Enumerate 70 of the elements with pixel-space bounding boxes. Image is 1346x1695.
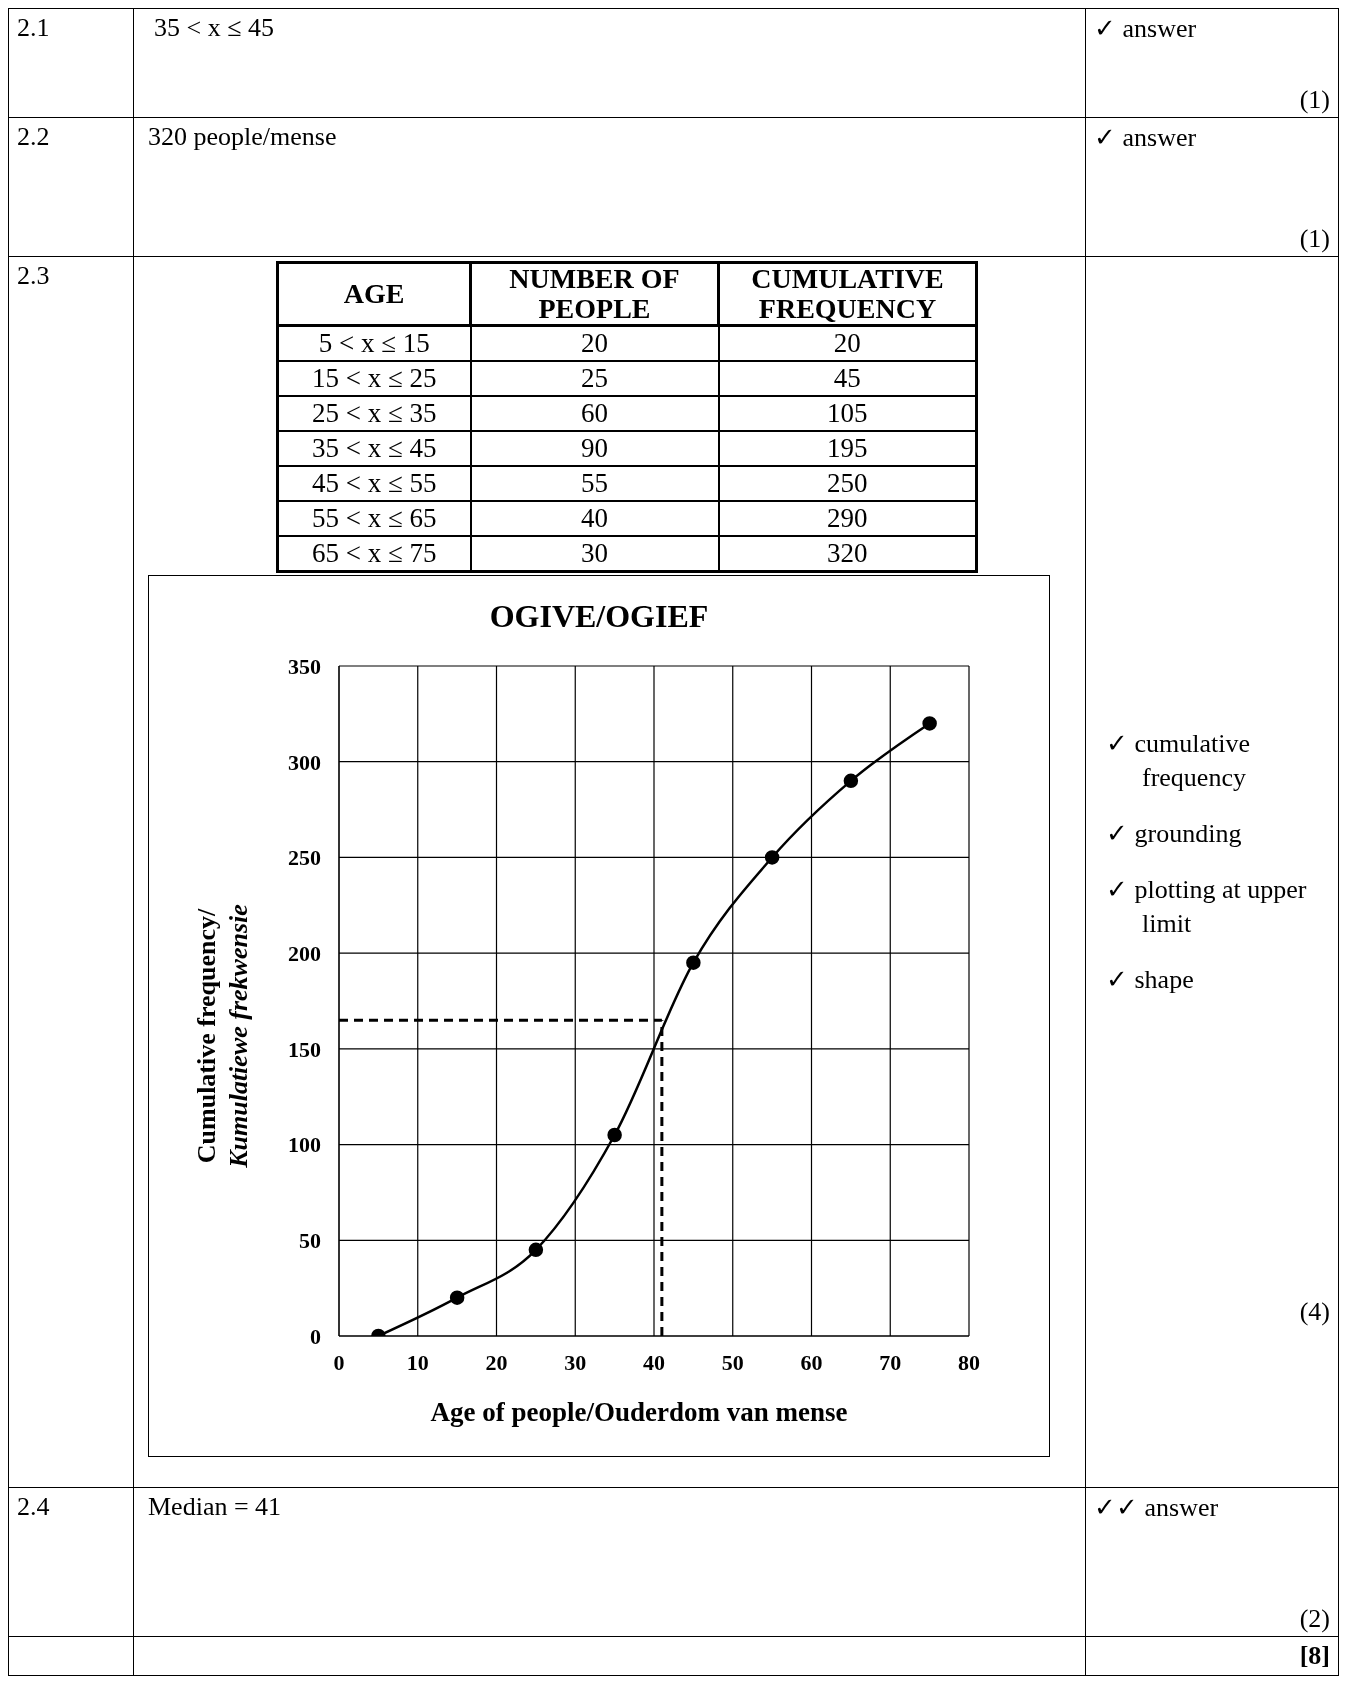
point <box>607 1127 622 1143</box>
y-tick-label: 350 <box>288 653 321 679</box>
text: 35 < x ≤ 45 <box>133 8 1086 118</box>
text: ✓✓ answer <box>1094 1492 1220 1523</box>
text: 25 <box>470 361 719 396</box>
y-tick-label: 50 <box>299 1228 321 1254</box>
text: 320 people/mense <box>133 117 1086 257</box>
text: 2.1 <box>8 8 134 118</box>
x-tick-label: 0 <box>333 1349 345 1375</box>
y-tick-label: 0 <box>310 1323 321 1349</box>
point <box>764 850 780 865</box>
text: ✓ plotting at upper limit <box>1106 874 1308 940</box>
text: ✓ answer <box>1094 13 1198 44</box>
y-axis-title: Cumulative frequency/Kumulatiewe frekwensie <box>192 904 253 1169</box>
text: 2.3 <box>8 256 134 1488</box>
text: AGE <box>277 262 471 326</box>
text: 25 < x ≤ 35 <box>277 396 471 431</box>
text: 2.4 <box>8 1487 134 1637</box>
text: CUMULATIVE FREQUENCY <box>718 262 977 326</box>
text: 105 <box>718 396 977 431</box>
point <box>686 955 701 970</box>
text: Median = 41 <box>133 1487 1086 1637</box>
x-tick-label: 50 <box>721 1349 744 1375</box>
text: 20 <box>470 325 719 361</box>
text: 35 < x ≤ 45 <box>277 431 471 466</box>
x-tick-label: 20 <box>485 1349 508 1375</box>
text: (4) <box>1299 1297 1330 1327</box>
text: ✓ answer <box>1094 122 1198 153</box>
y-tick-label: 200 <box>288 940 321 966</box>
text: NUMBER OF PEOPLE <box>470 262 719 326</box>
x-axis-title: Age of people/Ouderdom van mense <box>429 1397 849 1428</box>
y-tick-label: 100 <box>288 1132 321 1158</box>
text: [8] <box>1085 1636 1339 1676</box>
text: 290 <box>718 501 977 536</box>
text: (2) <box>1299 1604 1330 1634</box>
text: 90 <box>470 431 719 466</box>
x-tick-label: 40 <box>643 1349 665 1375</box>
text: 60 <box>470 396 719 431</box>
text: 195 <box>718 431 977 466</box>
text: 45 <box>718 361 977 396</box>
text: 15 < x ≤ 25 <box>277 361 471 396</box>
text: 40 <box>470 501 719 536</box>
x-tick-label: 30 <box>564 1349 587 1375</box>
text: 55 <box>470 466 719 501</box>
text: 250 <box>718 466 977 501</box>
x-tick-label: 60 <box>800 1349 823 1375</box>
text: (1) <box>1299 85 1330 115</box>
text: 2.2 <box>8 117 134 257</box>
point <box>843 773 859 789</box>
x-tick-label: 70 <box>879 1349 902 1375</box>
text: ✓ cumulative frequency <box>1106 728 1251 794</box>
text: ✓ shape <box>1106 964 1195 996</box>
y-tick-label: 250 <box>288 845 321 871</box>
x-tick-label: 80 <box>958 1349 980 1375</box>
y-tick-label: 300 <box>288 749 321 775</box>
text: ✓ grounding <box>1106 818 1243 850</box>
text: 320 <box>718 536 977 572</box>
point <box>922 716 937 731</box>
chart-title: OGIVE/OGIEF <box>488 598 710 635</box>
text: 30 <box>470 536 719 572</box>
text: (1) <box>1299 224 1330 254</box>
text: 20 <box>718 325 977 361</box>
point <box>449 1290 465 1305</box>
text: 65 < x ≤ 75 <box>277 536 471 572</box>
text: 5 < x ≤ 15 <box>277 325 471 361</box>
text: 55 < x ≤ 65 <box>277 501 471 536</box>
text: 45 < x ≤ 55 <box>277 466 471 501</box>
y-tick-label: 150 <box>288 1036 321 1062</box>
point <box>528 1242 544 1258</box>
x-tick-label: 10 <box>406 1349 429 1375</box>
